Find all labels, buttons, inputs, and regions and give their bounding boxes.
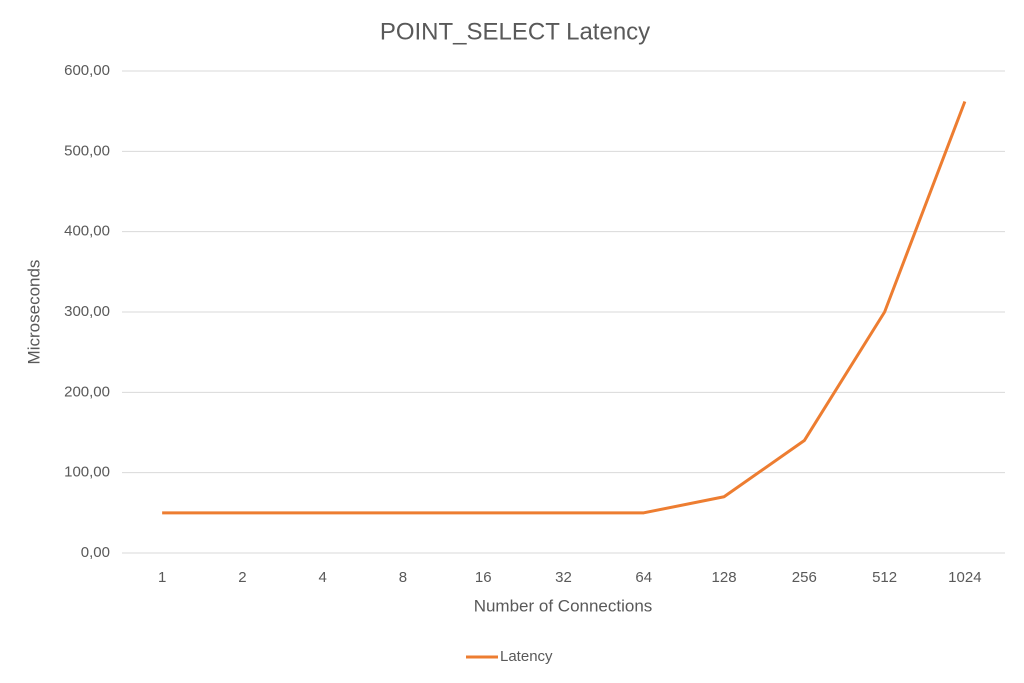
x-tick-label: 512 — [872, 569, 897, 586]
x-tick-label: 2 — [238, 569, 246, 586]
y-tick-label: 200,00 — [64, 383, 110, 400]
legend-label: Latency — [500, 648, 553, 665]
x-tick-label: 16 — [475, 569, 492, 586]
y-tick-label: 600,00 — [64, 62, 110, 79]
y-tick-label: 100,00 — [64, 464, 110, 481]
series-line — [162, 100, 967, 515]
chart-title: POINT_SELECT Latency — [380, 18, 650, 45]
x-tick-label: 4 — [319, 569, 327, 586]
x-tick-label: 128 — [712, 569, 737, 586]
x-tick-label: 8 — [399, 569, 407, 586]
y-axis-title: Microseconds — [24, 260, 43, 365]
x-tick-label: 1 — [158, 569, 166, 586]
y-tick-label: 500,00 — [64, 142, 110, 159]
y-tick-label: 300,00 — [64, 303, 110, 320]
x-tick-label: 256 — [792, 569, 817, 586]
x-tick-label: 32 — [555, 569, 572, 586]
x-axis-title: Number of Connections — [474, 596, 653, 615]
x-tick-label: 1024 — [948, 569, 981, 586]
y-tick-label: 0,00 — [81, 544, 110, 561]
y-tick-label: 400,00 — [64, 223, 110, 240]
x-tick-label: 64 — [635, 569, 652, 586]
